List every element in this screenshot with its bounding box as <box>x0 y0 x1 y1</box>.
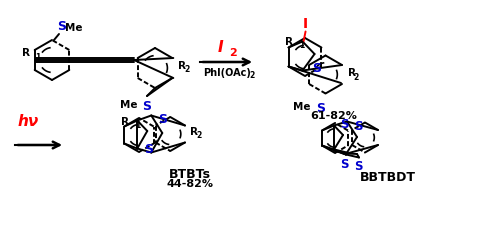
Text: 2: 2 <box>250 71 255 80</box>
Text: R: R <box>190 126 198 136</box>
Text: 2: 2 <box>196 131 202 140</box>
Text: S: S <box>340 157 348 170</box>
Text: 2: 2 <box>354 73 359 82</box>
Text: S: S <box>316 102 325 115</box>
Text: R: R <box>178 61 186 71</box>
Text: 61-82%: 61-82% <box>310 110 357 120</box>
Text: 1: 1 <box>35 52 40 61</box>
Text: BTBTs: BTBTs <box>169 167 211 180</box>
Text: R: R <box>348 68 356 78</box>
Text: S: S <box>142 99 152 112</box>
Text: S: S <box>57 20 66 33</box>
Text: 44-82%: 44-82% <box>166 178 214 188</box>
Text: hν: hν <box>18 113 40 128</box>
Text: R: R <box>121 117 129 126</box>
Text: Me: Me <box>65 23 82 33</box>
Text: PhI(OAc): PhI(OAc) <box>204 68 252 78</box>
Text: BBTBDT: BBTBDT <box>360 170 416 183</box>
Text: 1: 1 <box>135 121 140 130</box>
Text: S: S <box>144 142 153 155</box>
Text: S: S <box>312 62 321 75</box>
Text: 1: 1 <box>299 41 304 50</box>
Text: S: S <box>354 119 362 132</box>
Text: R: R <box>22 48 30 58</box>
Text: Me: Me <box>120 99 137 110</box>
Text: R: R <box>285 37 293 47</box>
Text: 2: 2 <box>184 65 190 74</box>
Text: S: S <box>340 117 348 130</box>
Text: I: I <box>303 17 308 31</box>
Text: 2: 2 <box>230 48 237 58</box>
Text: Me: Me <box>293 102 310 112</box>
Text: S: S <box>354 159 362 172</box>
Text: S: S <box>158 112 167 126</box>
Text: I: I <box>218 40 224 55</box>
